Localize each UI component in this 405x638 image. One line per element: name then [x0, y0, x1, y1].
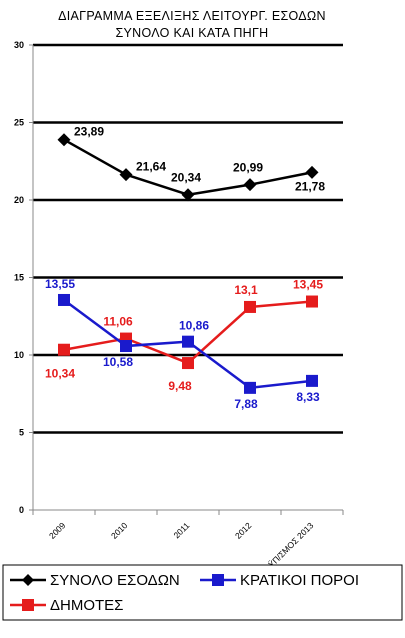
x-tick-label: 2010	[109, 520, 130, 541]
data-point	[306, 374, 318, 387]
data-label: 9,48	[168, 379, 192, 393]
data-point	[305, 165, 319, 179]
data-label: 11,06	[103, 315, 133, 329]
data-label: 13,45	[293, 278, 323, 292]
data-label: 23,89	[74, 125, 104, 139]
y-tick-label: 25	[14, 118, 24, 128]
x-tick-label: 2012	[233, 520, 254, 541]
y-tick-label: 10	[14, 350, 24, 360]
data-label: 10,86	[179, 319, 209, 333]
legend-box	[2, 564, 403, 621]
legend-label: ΔΗΜΟΤΕΣ	[50, 597, 123, 614]
data-label: 7,88	[234, 397, 258, 411]
legend-label: ΣΥΝΟΛΟ ΕΣΟΔΩΝ	[50, 572, 180, 589]
data-label: 20,99	[233, 161, 263, 175]
data-point	[306, 295, 318, 308]
x-tick-label: 2011	[171, 520, 191, 540]
y-tick-label: 5	[19, 428, 24, 438]
chart-title: ΔΙΑΓΡΑΜΜΑ ΕΞΕΛΙΞΗΣ ΛΕΙΤΟΥΡΓ. ΕΣΟΔΩΝ	[58, 9, 326, 23]
data-label: 13,1	[234, 283, 258, 297]
data-label: 10,34	[45, 367, 75, 381]
legend-marker	[22, 574, 34, 586]
data-label: 8,33	[296, 390, 320, 404]
data-point	[58, 343, 70, 356]
legend: ΣΥΝΟΛΟ ΕΣΟΔΩΝ ΚΡΑΤΙΚΟΙ ΠΟΡΟΙ ΔΗΜΟΤΕΣ	[2, 564, 403, 621]
y-tick-label: 20	[14, 195, 24, 205]
data-point	[244, 300, 256, 313]
data-point	[244, 381, 256, 394]
y-tick-label: 30	[14, 40, 24, 50]
data-label: 10,58	[103, 355, 133, 369]
data-point	[181, 188, 195, 202]
legend-marker	[22, 599, 34, 611]
data-label: 20,34	[171, 171, 201, 185]
data-point	[58, 293, 70, 306]
data-point	[57, 133, 71, 147]
chart-subtitle: ΣΥΝΟΛΟ ΚΑΙ ΚΑΤΑ ΠΗΓΗ	[115, 26, 268, 40]
data-label: 21,78	[295, 179, 325, 193]
y-tick-label: 15	[14, 273, 24, 283]
data-point	[182, 357, 194, 370]
series-line	[63, 138, 313, 196]
data-point	[182, 335, 194, 348]
data-point	[120, 340, 132, 353]
legend-marker	[212, 574, 224, 586]
x-tick-label: 2009	[47, 520, 68, 541]
data-point	[119, 168, 133, 182]
data-label: 21,64	[136, 160, 166, 174]
data-point	[243, 178, 257, 192]
y-tick-label: 0	[19, 505, 24, 515]
data-label: 13,55	[45, 277, 75, 291]
legend-label: ΚΡΑΤΙΚΟΙ ΠΟΡΟΙ	[240, 572, 359, 589]
